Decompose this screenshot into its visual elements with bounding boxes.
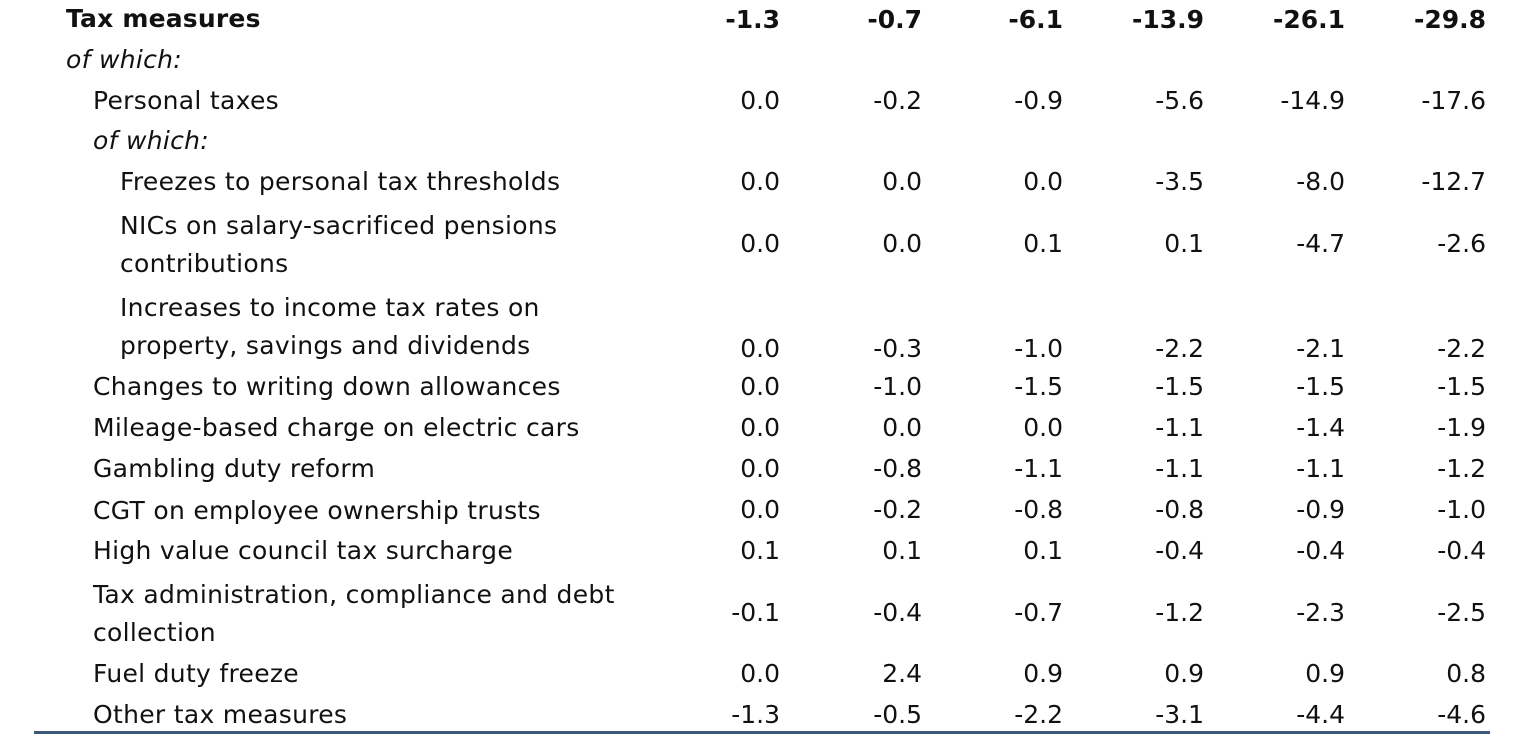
value-cell: 0.0 <box>740 334 780 363</box>
row-label-line: collection <box>93 618 216 647</box>
value-cell: -17.6 <box>1421 86 1486 115</box>
value-cell: -0.5 <box>873 700 922 729</box>
value-cell: 0.0 <box>740 454 780 483</box>
row-label: High value council tax surcharge <box>93 536 514 565</box>
row-label-line: NICs on salary-sacrificed pensions <box>120 211 558 240</box>
value-cell: 0.0 <box>740 229 780 258</box>
row-label: Other tax measures <box>93 700 348 729</box>
value-cell: 0.0 <box>740 659 780 688</box>
row-label: Gambling duty reform <box>93 454 376 483</box>
row-label-line: Increases to income tax rates on <box>120 293 540 322</box>
value-cell: 0.0 <box>740 86 780 115</box>
row-label-line: property, savings and dividends <box>120 331 531 360</box>
row-label: CGT on employee ownership trusts <box>93 496 541 525</box>
row-label: of which: <box>93 126 209 155</box>
value-cell: -1.2 <box>1155 598 1204 627</box>
value-cell: 0.0 <box>882 413 922 442</box>
value-cell: 0.0 <box>882 229 922 258</box>
value-cell: -4.4 <box>1296 700 1345 729</box>
value-cell: -3.1 <box>1155 700 1204 729</box>
value-cell: -0.8 <box>1155 495 1204 524</box>
value-cell: -0.9 <box>1014 86 1063 115</box>
value-cell: -1.5 <box>1437 372 1486 401</box>
row-label: Changes to writing down allowances <box>93 372 561 401</box>
value-cell: 0.1 <box>1023 536 1063 565</box>
value-cell: -4.6 <box>1437 700 1486 729</box>
value-cell: -2.1 <box>1296 334 1345 363</box>
value-cell: -2.2 <box>1014 700 1063 729</box>
value-cell: -0.2 <box>873 495 922 524</box>
value-cell: -1.4 <box>1296 413 1345 442</box>
value-cell: 0.1 <box>882 536 922 565</box>
row-label-line: Tax administration, compliance and debt <box>93 580 615 609</box>
value-cell: 0.0 <box>1023 167 1063 196</box>
value-cell: -6.1 <box>1008 5 1063 34</box>
value-cell: -1.5 <box>1014 372 1063 401</box>
value-cell: -26.1 <box>1272 5 1345 34</box>
value-cell: -12.7 <box>1421 167 1486 196</box>
value-cell: 0.0 <box>740 495 780 524</box>
value-cell: -1.3 <box>731 700 780 729</box>
value-cell: -2.5 <box>1437 598 1486 627</box>
value-cell: 0.1 <box>1023 229 1063 258</box>
value-cell: -0.4 <box>873 598 922 627</box>
value-cell: -1.9 <box>1437 413 1486 442</box>
value-cell: 0.0 <box>740 372 780 401</box>
value-cell: -1.1 <box>1155 454 1204 483</box>
value-cell: -8.0 <box>1296 167 1345 196</box>
value-cell: -1.1 <box>1014 454 1063 483</box>
value-cell: -2.6 <box>1437 229 1486 258</box>
value-cell: -0.4 <box>1437 536 1486 565</box>
value-cell: -1.3 <box>725 5 780 34</box>
value-cell: 0.9 <box>1023 659 1063 688</box>
value-cell: -1.5 <box>1155 372 1204 401</box>
row-label: Fuel duty freeze <box>93 659 299 688</box>
value-cell: -1.1 <box>1296 454 1345 483</box>
row-label: Tax measures <box>66 4 261 33</box>
row-label: Mileage-based charge on electric cars <box>93 413 580 442</box>
value-cell: -0.7 <box>867 5 922 34</box>
value-cell: -1.1 <box>1155 413 1204 442</box>
value-cell: 0.1 <box>1164 229 1204 258</box>
value-cell: -14.9 <box>1280 86 1345 115</box>
value-cell: -1.5 <box>1296 372 1345 401</box>
value-cell: -0.1 <box>731 598 780 627</box>
value-cell: -2.2 <box>1155 334 1204 363</box>
value-cell: -13.9 <box>1131 5 1204 34</box>
row-label-line: contributions <box>120 249 289 278</box>
value-cell: -2.3 <box>1296 598 1345 627</box>
value-cell: -0.8 <box>1014 495 1063 524</box>
value-cell: -0.4 <box>1296 536 1345 565</box>
row-label: Personal taxes <box>93 86 279 115</box>
value-cell: -1.2 <box>1437 454 1486 483</box>
value-cell: -5.6 <box>1155 86 1204 115</box>
value-cell: -29.8 <box>1413 5 1486 34</box>
table-bottom-rule <box>34 731 1490 734</box>
value-cell: 0.0 <box>740 413 780 442</box>
value-cell: -4.7 <box>1296 229 1345 258</box>
value-cell: 0.8 <box>1446 659 1486 688</box>
value-cell: -1.0 <box>1014 334 1063 363</box>
row-label: of which: <box>66 45 182 74</box>
value-cell: -0.2 <box>873 86 922 115</box>
value-cell: 2.4 <box>882 659 922 688</box>
value-cell: 0.0 <box>740 167 780 196</box>
value-cell: -3.5 <box>1155 167 1204 196</box>
value-cell: -1.0 <box>1437 495 1486 524</box>
value-cell: -0.7 <box>1014 598 1063 627</box>
value-cell: 0.0 <box>1023 413 1063 442</box>
value-cell: -2.2 <box>1437 334 1486 363</box>
value-cell: -0.4 <box>1155 536 1204 565</box>
value-cell: 0.9 <box>1305 659 1345 688</box>
value-cell: 0.1 <box>740 536 780 565</box>
value-cell: 0.9 <box>1164 659 1204 688</box>
value-cell: -0.8 <box>873 454 922 483</box>
value-cell: -1.0 <box>873 372 922 401</box>
row-label: Freezes to personal tax thresholds <box>120 167 561 196</box>
value-cell: 0.0 <box>882 167 922 196</box>
value-cell: -0.3 <box>873 334 922 363</box>
value-cell: -0.9 <box>1296 495 1345 524</box>
